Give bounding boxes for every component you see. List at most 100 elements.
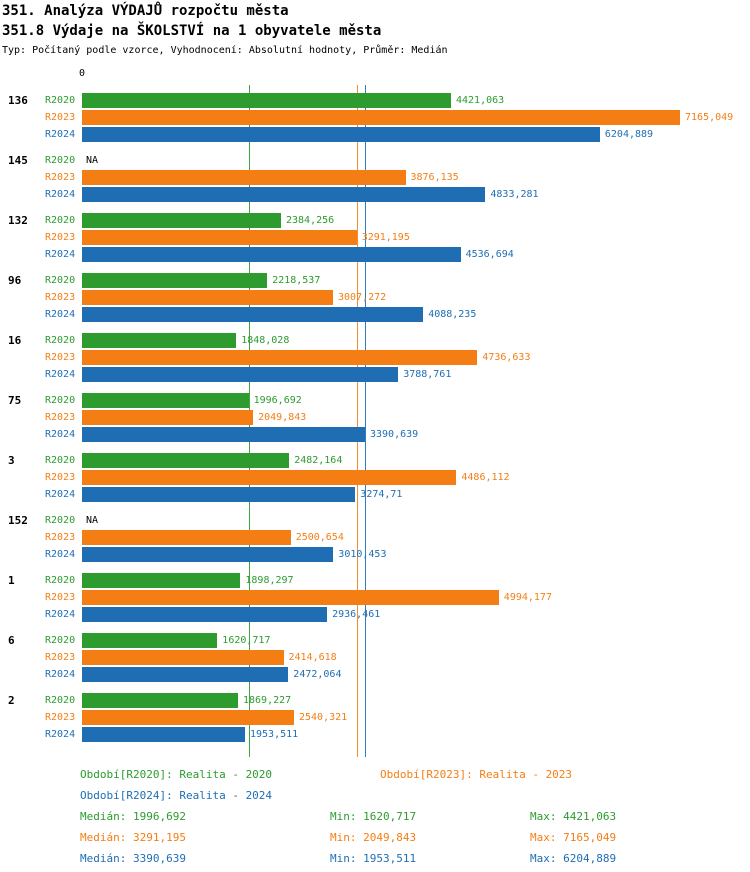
stat-min-R2020: Min: 1620,717 xyxy=(330,810,417,823)
value-label: 3788,761 xyxy=(403,369,452,380)
value-label: 4486,112 xyxy=(461,472,510,483)
bar-row: R2023 2414,618 xyxy=(0,650,750,665)
series-label: R2020 xyxy=(45,455,76,466)
series-label: R2023 xyxy=(45,292,76,303)
stat-min-R2024: Min: 1953,511 xyxy=(330,852,417,865)
bar-R2024 xyxy=(82,187,486,202)
value-label: 1869,227 xyxy=(243,695,292,706)
series-label: R2020 xyxy=(45,575,76,586)
value-label: 1898,297 xyxy=(245,575,294,586)
bar-row: R2024 4088,235 xyxy=(0,307,750,322)
series-label: R2020 xyxy=(45,275,76,286)
bar-R2024 xyxy=(82,307,424,322)
median-line-R2023 xyxy=(356,85,358,757)
bar-R2020 xyxy=(82,393,249,408)
stat-max-R2020: Max: 4421,063 xyxy=(530,810,617,823)
bar-R2024 xyxy=(82,127,600,142)
series-label: R2023 xyxy=(45,712,76,723)
bar-row: R2024 1953,511 xyxy=(0,727,750,742)
group-label: 145 xyxy=(8,154,28,167)
value-label: 3010,453 xyxy=(338,549,387,560)
value-label: 4833,281 xyxy=(490,189,539,200)
series-label: R2020 xyxy=(45,335,76,346)
legend-item-R2020: Období[R2020]: Realita - 2020 xyxy=(80,768,273,781)
bar-R2020 xyxy=(82,93,451,108)
bar-row: R2024 4536,694 xyxy=(0,247,750,262)
bar-row: R2024 3274,71 xyxy=(0,487,750,502)
na-value-label: NA xyxy=(86,155,99,166)
value-label: 4421,063 xyxy=(456,95,505,106)
bar-row: 132 R2020 2384,256 xyxy=(0,213,750,228)
value-label: 2472,064 xyxy=(293,669,342,680)
bar-row: 145 R2020 NA xyxy=(0,153,750,168)
group-label: 152 xyxy=(8,514,28,527)
value-label: 2384,256 xyxy=(286,215,335,226)
series-label: R2023 xyxy=(45,472,76,483)
bar-R2020 xyxy=(82,273,268,288)
value-label: 1848,028 xyxy=(241,335,290,346)
bar-R2023 xyxy=(82,110,680,125)
report-title: 351. Analýza VÝDAJŮ rozpočtu města xyxy=(2,3,289,19)
bar-R2020 xyxy=(82,693,238,708)
group-label: 132 xyxy=(8,214,28,227)
stat-median-R2023: Medián: 3291,195 xyxy=(80,831,186,844)
stat-median-R2020: Medián: 1996,692 xyxy=(80,810,186,823)
bar-row: R2023 4994,177 xyxy=(0,590,750,605)
bar-R2020 xyxy=(82,573,241,588)
bar-row: 96 R2020 2218,537 xyxy=(0,273,750,288)
legend-item-R2023: Období[R2023]: Realita - 2023 xyxy=(380,768,573,781)
bar-R2023 xyxy=(82,350,478,365)
series-label: R2024 xyxy=(45,669,76,680)
value-label: 3274,71 xyxy=(360,489,403,500)
bar-row: 3 R2020 2482,164 xyxy=(0,453,750,468)
legend: Období[R2020]: Realita - 2020 Období[R202… xyxy=(0,768,750,810)
bar-R2020 xyxy=(82,213,281,228)
bar-R2020 xyxy=(82,453,290,468)
value-label: 1620,717 xyxy=(222,635,271,646)
bar-R2023 xyxy=(82,290,333,305)
series-label: R2024 xyxy=(45,189,76,200)
value-label: 4088,235 xyxy=(428,309,477,320)
series-label: R2024 xyxy=(45,249,76,260)
series-label: R2023 xyxy=(45,232,76,243)
value-label: 4536,694 xyxy=(465,249,514,260)
value-label: 2482,164 xyxy=(294,455,343,466)
series-label: R2020 xyxy=(45,635,76,646)
group-label: 6 xyxy=(8,634,15,647)
bar-R2020 xyxy=(82,633,218,648)
bar-row: 75 R2020 1996,692 xyxy=(0,393,750,408)
bar-row: R2024 2936,461 xyxy=(0,607,750,622)
report-subtitle: 351.8 Výdaje na ŠKOLSTVÍ na 1 obyvatele … xyxy=(2,23,382,39)
bar-R2024 xyxy=(82,547,334,562)
bar-row: R2024 3010,453 xyxy=(0,547,750,562)
bar-R2023 xyxy=(82,170,406,185)
series-label: R2024 xyxy=(45,129,76,140)
group-label: 96 xyxy=(8,274,22,287)
bar-R2024 xyxy=(82,727,245,742)
value-label: 4736,633 xyxy=(482,352,531,363)
bar-row: R2023 2540,321 xyxy=(0,710,750,725)
bar-R2024 xyxy=(82,667,289,682)
bar-R2024 xyxy=(82,607,328,622)
bar-row: R2024 6204,889 xyxy=(0,127,750,142)
value-label: 3007,272 xyxy=(338,292,387,303)
stats: Medián: 1996,692 Min: 1620,717 Max: 4421,0… xyxy=(0,810,750,872)
stat-min-R2023: Min: 2049,843 xyxy=(330,831,417,844)
stat-median-R2024: Medián: 3390,639 xyxy=(80,852,186,865)
series-label: R2020 xyxy=(45,95,76,106)
value-label: 2049,843 xyxy=(258,412,307,423)
bar-R2020 xyxy=(82,333,237,348)
series-label: R2020 xyxy=(45,695,76,706)
series-label: R2024 xyxy=(45,549,76,560)
bar-row: 1 R2020 1898,297 xyxy=(0,573,750,588)
bar-R2024 xyxy=(82,487,356,502)
bar-R2023 xyxy=(82,470,457,485)
bar-row: R2023 4736,633 xyxy=(0,350,750,365)
bar-R2024 xyxy=(82,367,399,382)
bar-row: R2023 3291,195 xyxy=(0,230,750,245)
bar-row: R2024 2472,064 xyxy=(0,667,750,682)
value-label: 3390,639 xyxy=(370,429,419,440)
value-label: 3876,135 xyxy=(410,172,459,183)
series-label: R2023 xyxy=(45,412,76,423)
series-label: R2024 xyxy=(45,729,76,740)
